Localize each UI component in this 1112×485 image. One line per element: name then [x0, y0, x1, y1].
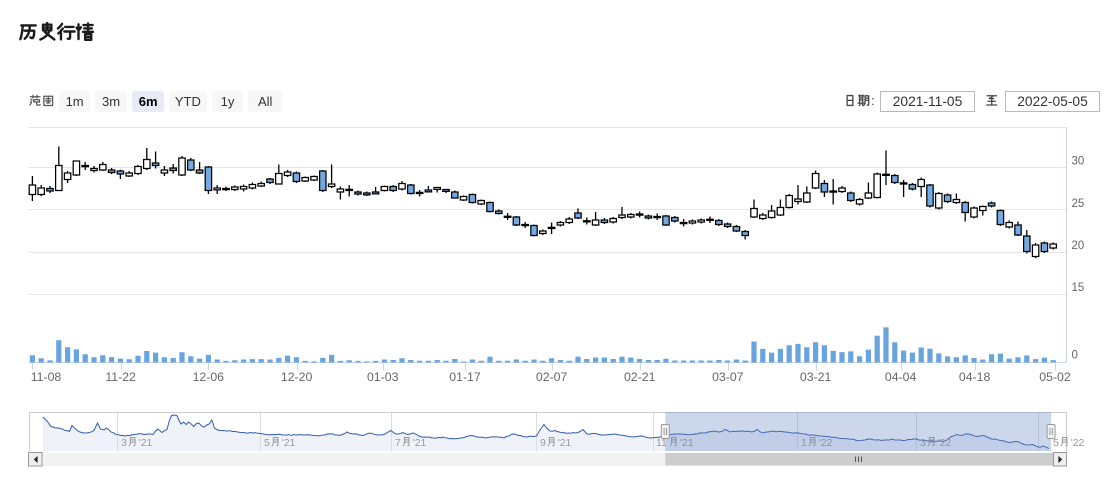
svg-text:05-02: 05-02 [1039, 370, 1071, 384]
svg-text:9: 9 [540, 437, 546, 449]
svg-text:25: 25 [1072, 198, 1085, 210]
svg-text:15: 15 [1072, 282, 1085, 294]
svg-text:'22: '22 [819, 437, 833, 449]
svg-text:'21: '21 [282, 437, 296, 449]
svg-text:'22: '22 [938, 437, 952, 449]
svg-text:'21: '21 [680, 437, 694, 449]
svg-text:11-22: 11-22 [105, 370, 136, 384]
svg-text:'21: '21 [413, 437, 427, 449]
svg-text:'21: '21 [139, 437, 153, 449]
svg-text:7: 7 [395, 437, 401, 449]
svg-text:12-06: 12-06 [193, 370, 225, 384]
svg-text:'22: '22 [1071, 437, 1085, 449]
svg-text:20: 20 [1072, 240, 1085, 252]
svg-text:02-07: 02-07 [536, 370, 568, 384]
svg-text:11: 11 [656, 437, 667, 449]
svg-text:3: 3 [920, 437, 926, 449]
svg-text:02-21: 02-21 [624, 370, 656, 384]
svg-text:'21: '21 [558, 437, 572, 449]
svg-text:3: 3 [121, 437, 127, 449]
svg-text:01-03: 01-03 [367, 370, 399, 384]
svg-text:12-20: 12-20 [281, 370, 313, 384]
svg-text:01-17: 01-17 [449, 370, 481, 384]
svg-text:0: 0 [1072, 350, 1078, 362]
svg-text:11-08: 11-08 [31, 370, 62, 384]
svg-text:5: 5 [264, 437, 270, 449]
svg-text:1: 1 [801, 437, 807, 449]
svg-text:5: 5 [1053, 437, 1059, 449]
svg-text:03-21: 03-21 [800, 370, 832, 384]
svg-text:03-07: 03-07 [712, 370, 744, 384]
svg-text:04-04: 04-04 [885, 370, 917, 384]
svg-text:04-18: 04-18 [959, 370, 991, 384]
svg-text:30: 30 [1072, 156, 1085, 168]
